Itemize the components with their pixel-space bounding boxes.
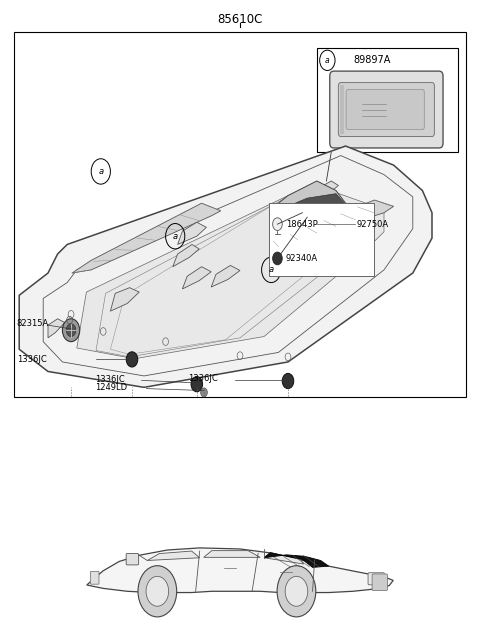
Text: 1249LD: 1249LD [95,383,127,392]
Bar [269,203,374,276]
Polygon shape [72,203,221,273]
Polygon shape [278,181,350,230]
Polygon shape [264,552,304,564]
Circle shape [66,324,76,337]
Polygon shape [204,551,260,558]
Text: 1336JC: 1336JC [17,355,47,364]
FancyBboxPatch shape [368,573,384,585]
Polygon shape [178,222,206,244]
Polygon shape [77,184,384,359]
Circle shape [146,577,168,606]
Polygon shape [87,548,393,592]
Text: 1336JC: 1336JC [95,375,125,384]
Text: 82315A: 82315A [17,319,49,328]
Text: a: a [325,56,330,65]
FancyBboxPatch shape [90,572,99,584]
Text: a: a [173,232,178,241]
Polygon shape [182,267,211,289]
Circle shape [285,577,308,606]
Circle shape [277,566,316,617]
Circle shape [126,352,138,367]
Circle shape [201,388,207,397]
Polygon shape [283,194,348,227]
Polygon shape [173,244,199,267]
Polygon shape [19,146,432,387]
Circle shape [282,373,294,389]
Text: 89897A: 89897A [353,55,391,65]
FancyBboxPatch shape [340,85,344,134]
Circle shape [273,252,282,265]
Text: 92750A: 92750A [356,220,388,229]
FancyBboxPatch shape [372,574,387,591]
Polygon shape [48,319,65,338]
Circle shape [138,566,177,617]
Circle shape [62,319,80,342]
FancyBboxPatch shape [330,71,443,148]
Text: 92340A: 92340A [286,254,318,263]
Circle shape [191,377,203,392]
Text: a: a [269,265,274,274]
FancyBboxPatch shape [346,90,424,130]
Polygon shape [312,181,338,200]
Polygon shape [147,551,200,561]
Polygon shape [274,200,394,246]
Text: 18643P: 18643P [286,220,317,229]
Text: 85610C: 85610C [217,13,263,25]
Text: a: a [98,167,103,176]
FancyBboxPatch shape [126,554,139,565]
Polygon shape [302,205,329,224]
Circle shape [273,218,282,231]
Bar [317,48,458,152]
Polygon shape [264,552,329,568]
Polygon shape [211,265,240,287]
Polygon shape [110,288,139,311]
Bar [14,32,466,397]
Text: 1336JC: 1336JC [188,374,218,383]
FancyBboxPatch shape [338,83,434,137]
